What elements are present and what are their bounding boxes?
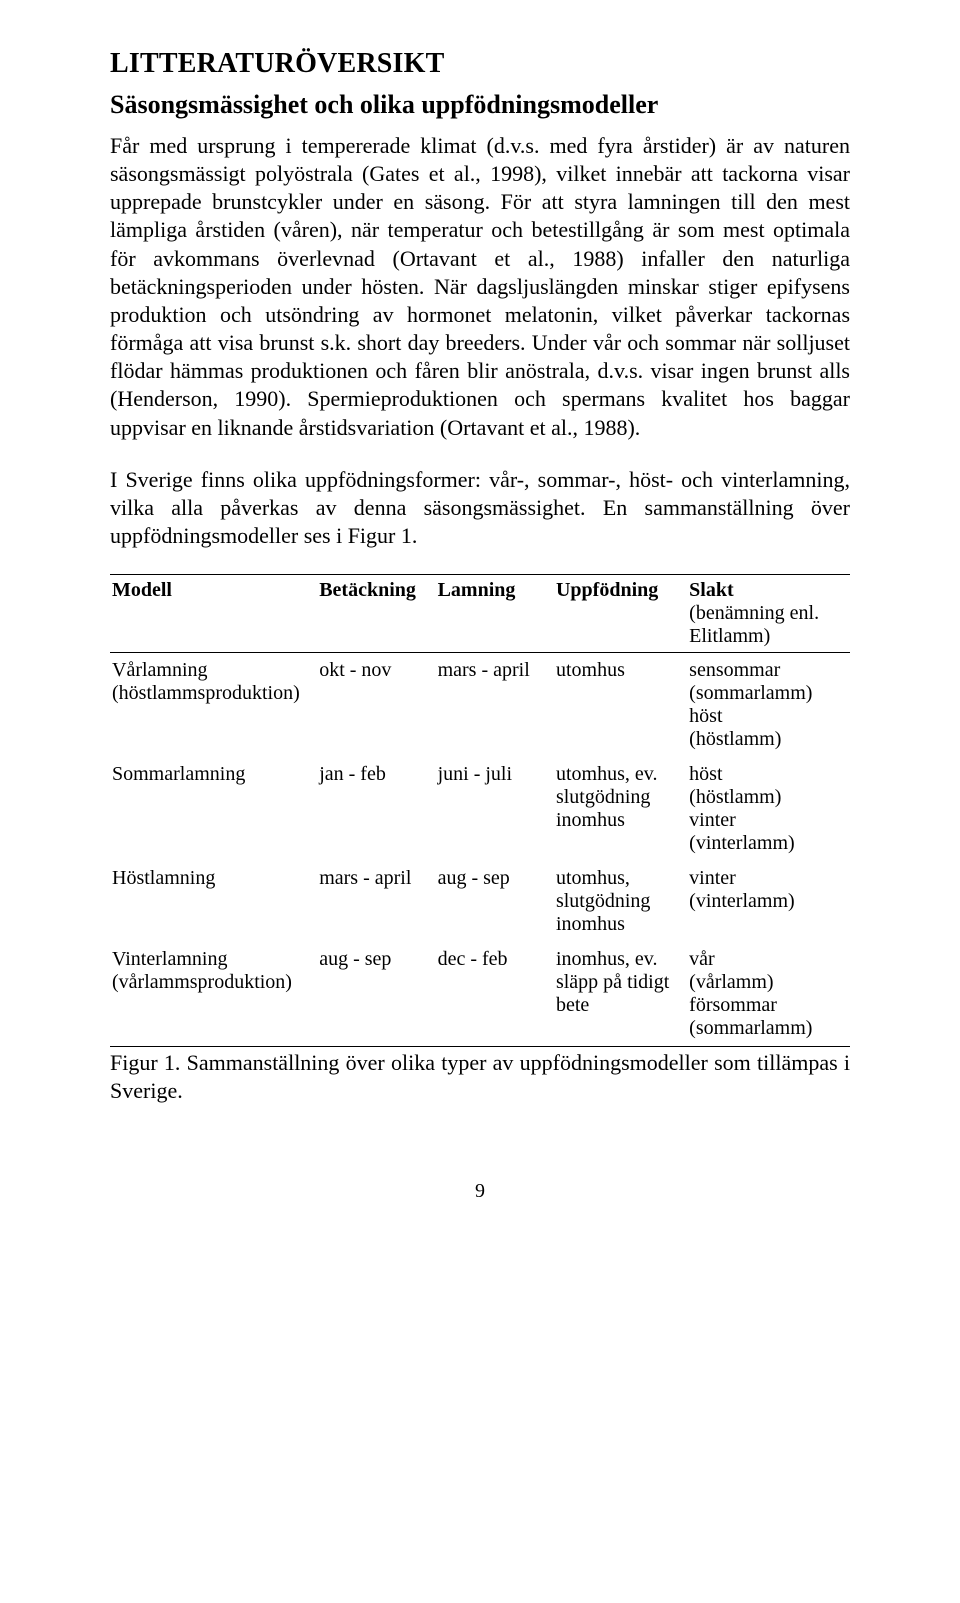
cell-model-line1: Vinterlamning	[112, 948, 311, 971]
col-header-model: Modell	[110, 575, 317, 653]
cell-slk-line1: höst	[689, 763, 844, 786]
cell-lam: juni - juli	[436, 757, 554, 861]
cell-bet: okt - nov	[317, 653, 435, 758]
col-header-slk-line1: Slakt	[689, 579, 733, 601]
cell-upp: utomhus	[554, 653, 687, 758]
page-number: 9	[110, 1180, 850, 1203]
table-row: Sommarlamning jan - feb juni - juli utom…	[110, 757, 850, 861]
cell-model-line1: Vårlamning	[112, 659, 311, 682]
cell-bet: aug - sep	[317, 942, 435, 1047]
cell-slk-line3: försommar	[689, 994, 844, 1017]
cell-slk-line2: (sommarlamm)	[689, 682, 844, 705]
col-header-slk-line2: (benämning enl. Elitlamm)	[689, 602, 844, 648]
col-header-bet: Betäckning	[317, 575, 435, 653]
cell-bet: jan - feb	[317, 757, 435, 861]
models-table: Modell Betäckning Lamning Uppfödning Sla…	[110, 574, 850, 1047]
cell-slk-line1: vinter	[689, 867, 844, 890]
cell-upp: utomhus, ev. slutgödning inomhus	[554, 757, 687, 861]
cell-model-line1: Höstlamning	[112, 867, 311, 890]
body-paragraph-2: I Sverige finns olika uppfödningsformer:…	[110, 466, 850, 550]
cell-slk-line1: vår	[689, 948, 844, 971]
col-header-lam: Lamning	[436, 575, 554, 653]
table-row: Höstlamning mars - april aug - sep utomh…	[110, 861, 850, 942]
cell-upp: utomhus, slutgödning inomhus	[554, 861, 687, 942]
cell-lam: dec - feb	[436, 942, 554, 1047]
col-header-slk: Slakt (benämning enl. Elitlamm)	[687, 575, 850, 653]
cell-lam: aug - sep	[436, 861, 554, 942]
cell-slk-line1: sensommar	[689, 659, 844, 682]
cell-slk-line2: (vinterlamm)	[689, 890, 844, 913]
cell-slk-line3: höst	[689, 705, 844, 728]
cell-model-line2: (vårlammsproduktion)	[112, 971, 311, 994]
body-paragraph-1: Får med ursprung i tempererade klimat (d…	[110, 132, 850, 442]
figure-caption: Figur 1. Sammanställning över olika type…	[110, 1049, 850, 1105]
cell-slk-line2: (vårlamm)	[689, 971, 844, 994]
cell-lam: mars - april	[436, 653, 554, 758]
table-row: Vinterlamning (vårlammsproduktion) aug -…	[110, 942, 850, 1047]
cell-slk-line3: vinter	[689, 809, 844, 832]
heading-level-1: LITTERATURÖVERSIKT	[110, 48, 850, 80]
col-header-upp: Uppfödning	[554, 575, 687, 653]
cell-upp: inomhus, ev. släpp på tidigt bete	[554, 942, 687, 1047]
cell-slk-line4: (vinterlamm)	[689, 832, 844, 855]
cell-slk-line2: (höstlamm)	[689, 786, 844, 809]
cell-bet: mars - april	[317, 861, 435, 942]
cell-model-line1: Sommarlamning	[112, 763, 311, 786]
cell-slk-line4: (sommarlamm)	[689, 1017, 844, 1040]
table-row: Vårlamning (höstlammsproduktion) okt - n…	[110, 653, 850, 758]
heading-level-2: Säsongsmässighet och olika uppfödningsmo…	[110, 90, 850, 120]
cell-slk-line4: (höstlamm)	[689, 728, 844, 751]
table-header-row: Modell Betäckning Lamning Uppfödning Sla…	[110, 575, 850, 653]
cell-model-line2: (höstlammsproduktion)	[112, 682, 311, 705]
